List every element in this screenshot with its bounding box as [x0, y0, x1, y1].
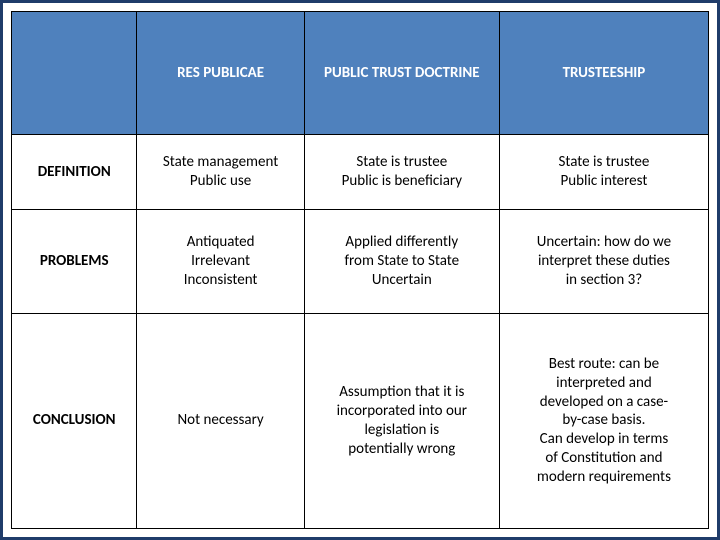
header-trusteeship: TRUSTEESHIP — [499, 12, 708, 135]
cell-line: Assumption that it is — [313, 383, 491, 402]
cell-line: Antiquated — [145, 233, 295, 252]
cell-line: Uncertain — [313, 271, 491, 290]
cell-line: Public interest — [508, 172, 700, 191]
header-public-trust-doctrine: PUBLIC TRUST DOCTRINE — [304, 12, 499, 135]
table-row: DEFINITIONState managementPublic useStat… — [12, 135, 709, 210]
cell-line: Inconsistent — [145, 271, 295, 290]
cell-line: interpret these duties — [508, 252, 700, 271]
cell-line: by-case basis. — [508, 411, 700, 430]
cell-line: Uncertain: how do we — [508, 233, 700, 252]
table-cell: Applied differentlyfrom State to StateUn… — [304, 210, 499, 313]
table-header-row: RES PUBLICAE PUBLIC TRUST DOCTRINE TRUST… — [12, 12, 709, 135]
cell-line: in section 3? — [508, 271, 700, 290]
cell-line: developed on a case- — [508, 393, 700, 412]
cell-line: potentially wrong — [313, 440, 491, 459]
cell-line: from State to State — [313, 252, 491, 271]
cell-line: Irrelevant — [145, 252, 295, 271]
table-cell: Not necessary — [137, 313, 304, 528]
table-row: PROBLEMSAntiquatedIrrelevantInconsistent… — [12, 210, 709, 313]
cell-line: State is trustee — [313, 153, 491, 172]
cell-line: Public is beneficiary — [313, 172, 491, 191]
cell-line: Can develop in terms — [508, 430, 700, 449]
cell-line: interpreted and — [508, 374, 700, 393]
cell-line: Not necessary — [145, 411, 295, 430]
table-cell: Assumption that it isincorporated into o… — [304, 313, 499, 528]
table-cell: State is trusteePublic is beneficiary — [304, 135, 499, 210]
cell-line: Applied differently — [313, 233, 491, 252]
table-cell: State managementPublic use — [137, 135, 304, 210]
header-res-publicae: RES PUBLICAE — [137, 12, 304, 135]
cell-line: modern requirements — [508, 468, 700, 487]
table-cell: Best route: can beinterpreted anddevelop… — [499, 313, 708, 528]
table-cell: AntiquatedIrrelevantInconsistent — [137, 210, 304, 313]
comparison-table: RES PUBLICAE PUBLIC TRUST DOCTRINE TRUST… — [11, 11, 709, 529]
cell-line: of Constitution and — [508, 449, 700, 468]
row-label: CONCLUSION — [12, 313, 137, 528]
table-cell: State is trusteePublic interest — [499, 135, 708, 210]
cell-line: State management — [145, 153, 295, 172]
row-label: PROBLEMS — [12, 210, 137, 313]
table-row: CONCLUSION Not necessary Assumption that i… — [12, 313, 709, 528]
cell-line: incorporated into our — [313, 402, 491, 421]
table-body: DEFINITIONState managementPublic useStat… — [12, 135, 709, 529]
table-cell: Uncertain: how do weinterpret these duti… — [499, 210, 708, 313]
cell-line: State is trustee — [508, 153, 700, 172]
header-blank — [12, 12, 137, 135]
cell-line: Public use — [145, 172, 295, 191]
cell-line: legislation is — [313, 421, 491, 440]
row-label: DEFINITION — [12, 135, 137, 210]
cell-line: Best route: can be — [508, 355, 700, 374]
slide-container: RES PUBLICAE PUBLIC TRUST DOCTRINE TRUST… — [0, 0, 720, 540]
